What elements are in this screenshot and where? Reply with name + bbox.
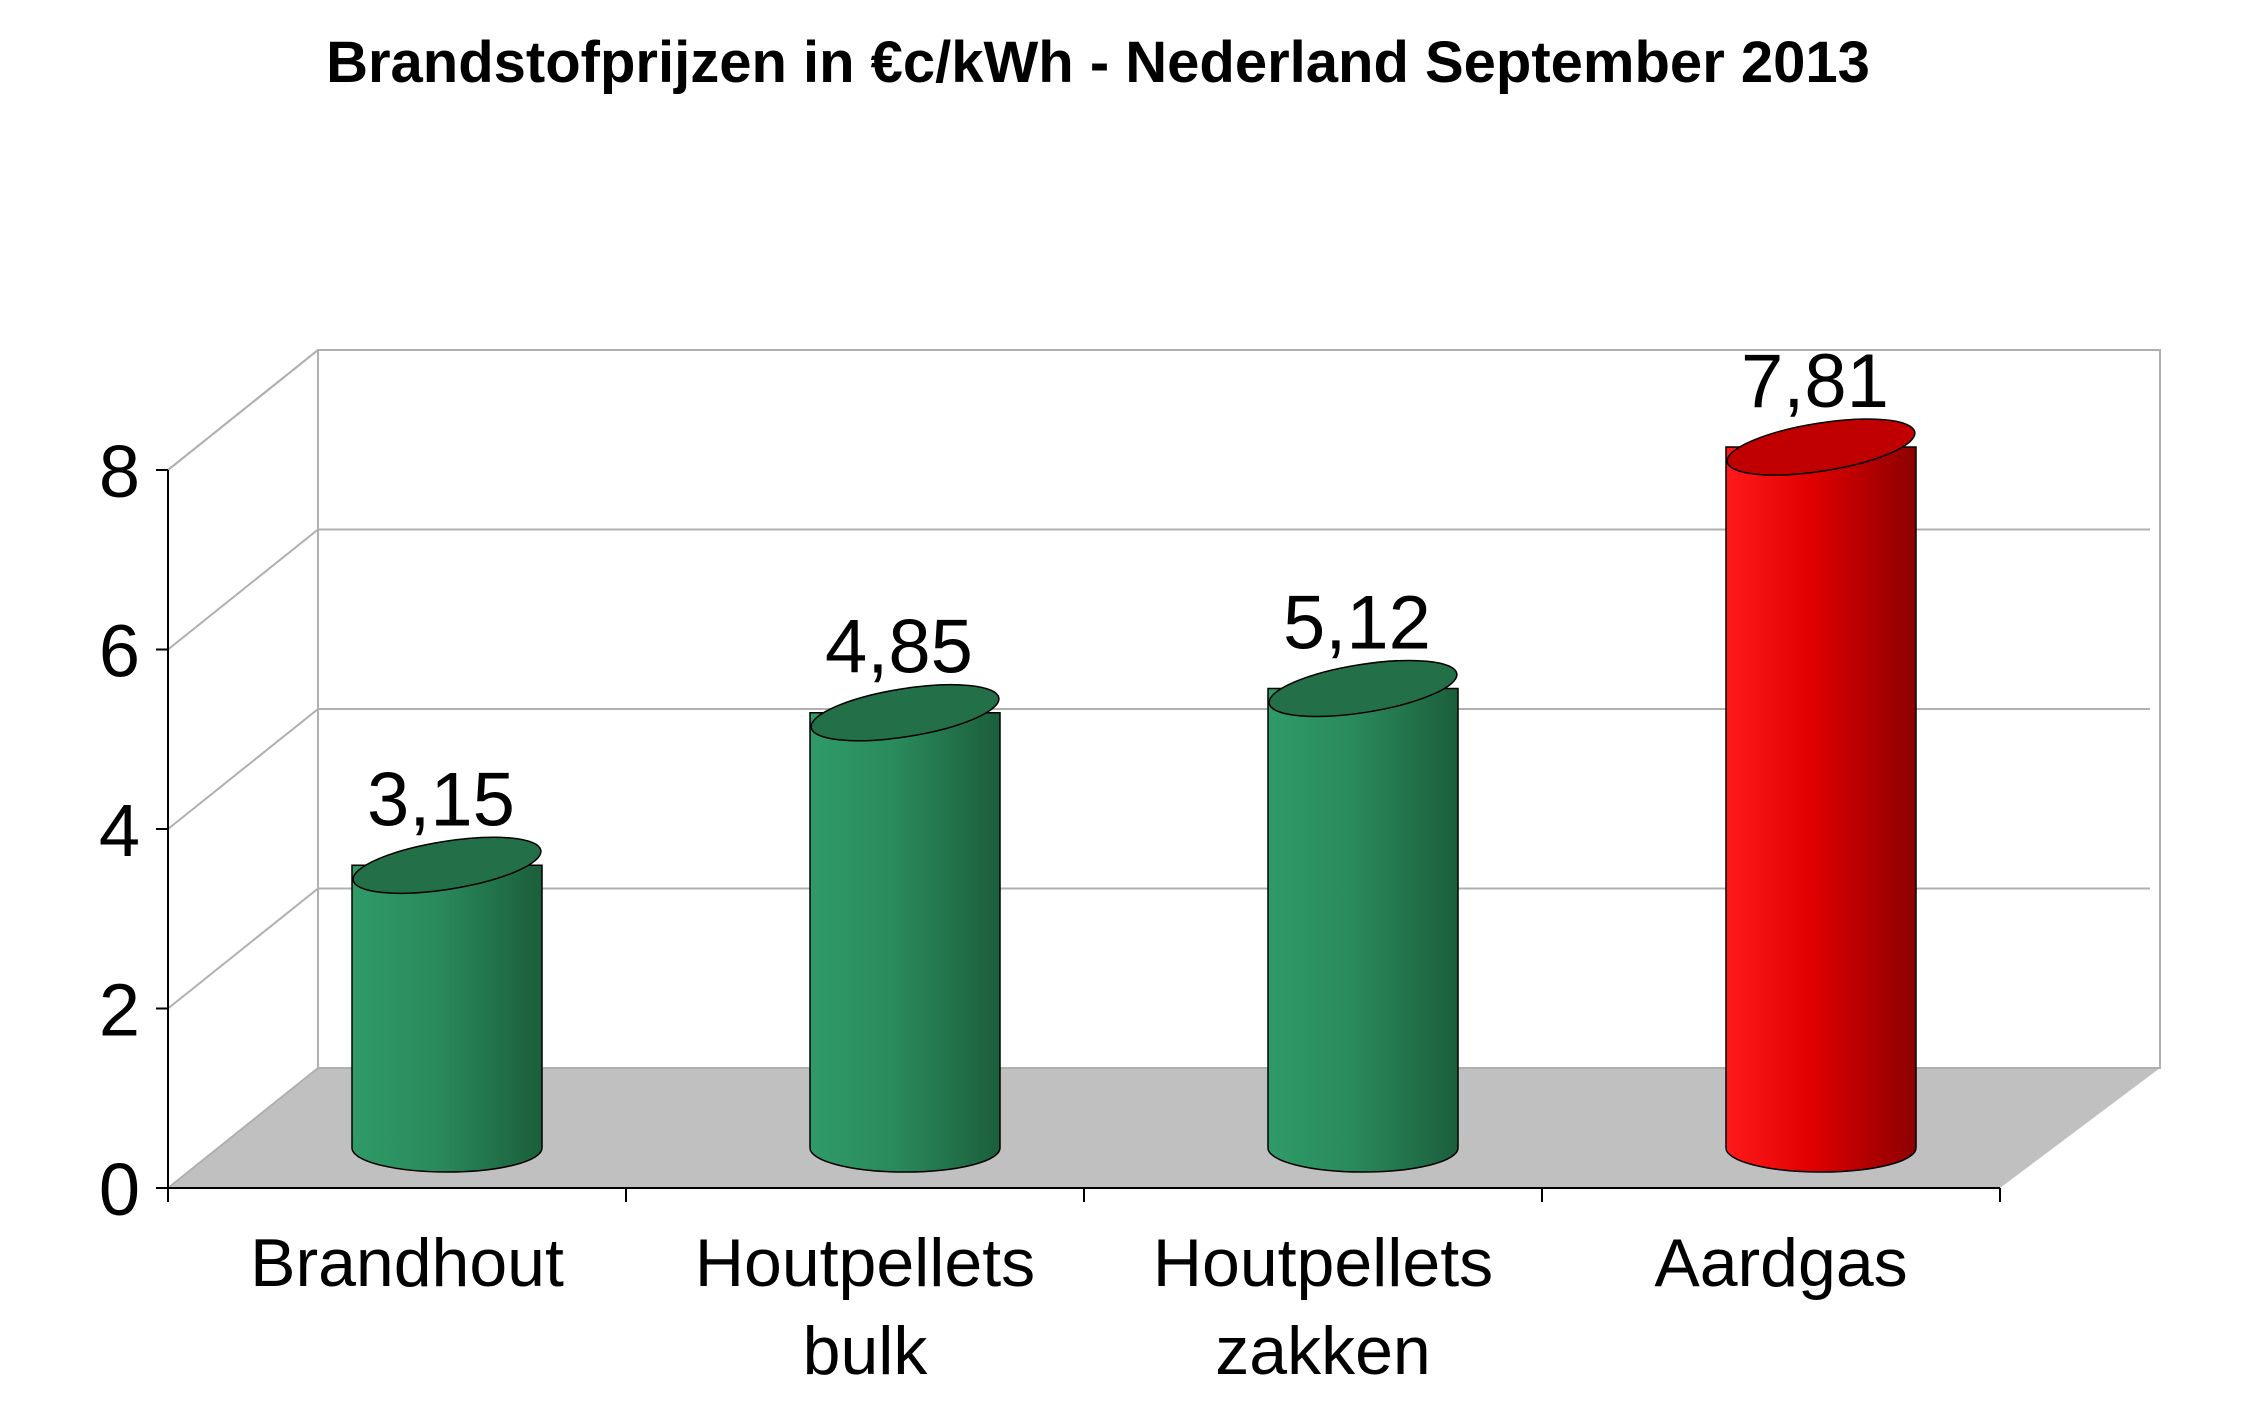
data-label: 4,85 [825, 605, 973, 690]
gridline-side [167, 708, 319, 830]
y-axis-ticks: 0 2 4 6 8 [99, 430, 168, 1231]
bar [1725, 418, 1917, 1173]
x-axis-ticks: Brandhout Houtpellets bulk Houtpellets zakke… [167, 1188, 2001, 1389]
bar [809, 683, 1001, 1173]
y-tick-label: 0 [99, 1148, 140, 1231]
data-label: 5,12 [1283, 580, 1431, 665]
x-tick-label: Brandhout [250, 1225, 564, 1301]
bar [351, 836, 543, 1173]
x-tick-label: Aardgas [1654, 1225, 1907, 1301]
bars [351, 418, 1917, 1173]
data-labels: 3,15 4,85 5,12 7,81 [367, 339, 1889, 842]
bar-body [1267, 687, 1459, 1173]
x-tick-label: Houtpellets [695, 1225, 1035, 1301]
bar [1267, 659, 1459, 1173]
data-label: 7,81 [1741, 339, 1889, 424]
y-tick-label: 6 [99, 610, 140, 693]
bar-body [1725, 446, 1917, 1173]
bar-top [810, 683, 1000, 742]
x-tick-label: bulk [803, 1313, 929, 1389]
x-tick-label: Houtpellets [1153, 1225, 1493, 1301]
y-tick-label: 8 [99, 430, 140, 513]
y-tick-label: 4 [99, 789, 140, 872]
bar-top [352, 836, 542, 895]
gridline-side [167, 887, 319, 1010]
bar-top [1268, 659, 1458, 718]
bar-body [809, 711, 1001, 1173]
gridline-side [167, 528, 319, 651]
bar-body [351, 864, 543, 1173]
chart-floor [168, 1068, 2160, 1188]
chart-title: Brandstofprijzen in €c/kWh - Nederland S… [326, 30, 1870, 95]
y-tick-label: 2 [99, 969, 140, 1052]
data-label: 3,15 [367, 757, 515, 842]
x-tick-label: zakken [1215, 1313, 1430, 1389]
gridline-side [167, 349, 319, 471]
bar-top [1726, 418, 1916, 476]
